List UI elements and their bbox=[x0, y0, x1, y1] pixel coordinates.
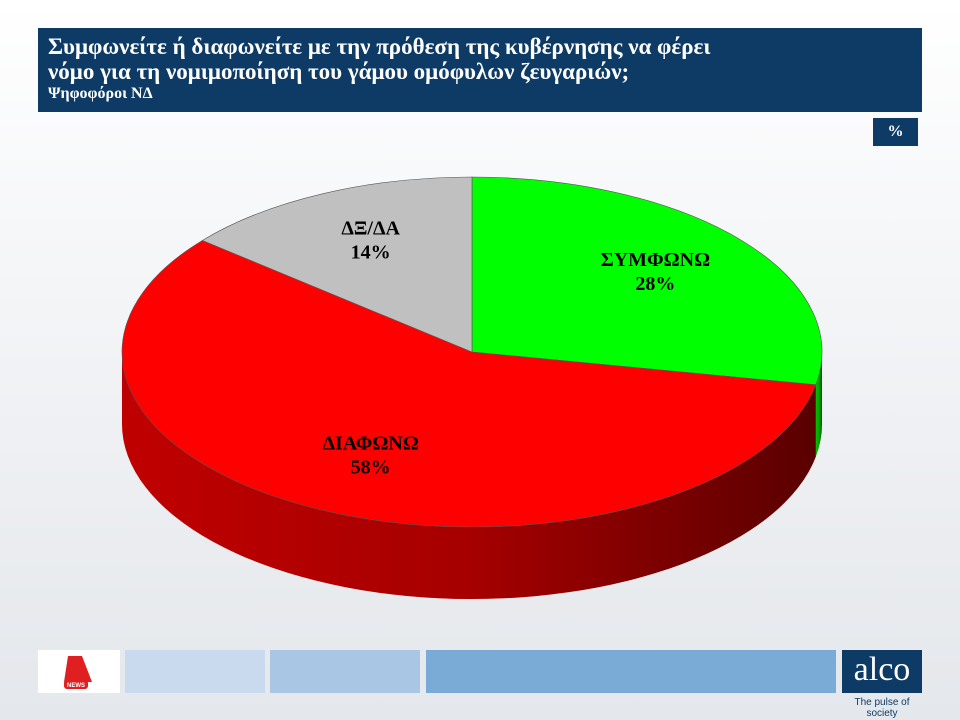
value-label: 58% bbox=[351, 457, 391, 479]
title-line: Συμφωνείτε ή διαφωνείτε με την πρόθεση τ… bbox=[48, 34, 711, 59]
slice-side-shade bbox=[122, 352, 816, 599]
value-label: 14% bbox=[351, 241, 391, 263]
footer-band bbox=[270, 650, 420, 693]
title-line: νόμο για τη νομιμοποίηση του γάμου ομόφυ… bbox=[48, 59, 630, 84]
slice bbox=[201, 176, 473, 353]
tagline: The pulse of society bbox=[854, 697, 910, 719]
news-icon: NEWS bbox=[64, 656, 92, 689]
news-text: NEWS bbox=[67, 683, 85, 689]
brand: alco bbox=[842, 650, 922, 693]
header: Συμφωνείτε ή διαφωνείτε με την πρόθεση τ… bbox=[38, 28, 922, 112]
slice bbox=[121, 240, 817, 528]
unit-label: % bbox=[873, 118, 918, 146]
value-label: 28% bbox=[635, 273, 675, 295]
slice-label: ΔΞ/ΔΑ bbox=[341, 217, 400, 239]
slice bbox=[471, 176, 823, 386]
footer-band bbox=[426, 650, 836, 693]
slice-label: ΣΥΜΦΩΝΩ bbox=[601, 249, 710, 271]
slice-label: ΔΙΑΦΩΝΩ bbox=[322, 433, 418, 455]
footer-band bbox=[125, 650, 265, 693]
subtitle: Ψηφοφόροι ΝΔ bbox=[48, 85, 153, 102]
news-logo: NEWS bbox=[38, 650, 120, 693]
slice-side-shade bbox=[815, 352, 822, 457]
